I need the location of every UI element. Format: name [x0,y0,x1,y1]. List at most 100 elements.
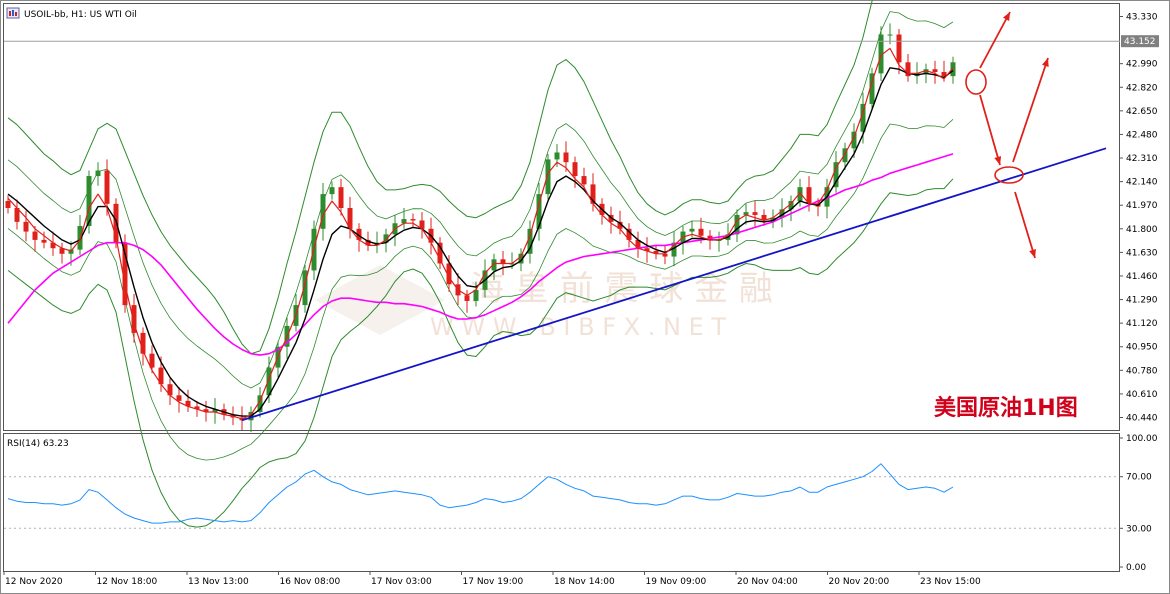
time-tick-label: 19 Nov 09:00 [646,577,707,587]
candle-body [860,103,866,132]
candle-body [266,367,272,396]
candle-body [779,209,785,218]
candle-body [203,409,209,412]
candle-body [338,187,344,208]
candle-body [131,305,137,333]
candle-body [86,176,92,227]
candle-body [68,249,74,254]
current-price-label: 43.152 [1124,37,1156,47]
arrow-down-1 [979,94,1001,166]
candle-body [59,248,65,254]
candle-body [689,228,695,232]
candle-body [653,250,659,254]
annotation-circle-top [965,69,987,95]
time-tick-label: 23 Nov 15:00 [920,577,981,587]
candle-body [437,242,443,264]
candle-body [95,170,101,177]
candle-body [554,152,560,160]
candle-body [500,259,506,264]
candle-body [635,239,641,249]
candle-body [770,217,776,221]
candle-body [878,34,884,74]
candle-body [401,219,407,224]
candle-body [581,176,587,185]
watermark-logo-shape [315,265,445,335]
candle-body [140,332,146,354]
price-tick-label: 41.800 [1126,225,1158,235]
rsi-line [7,463,954,524]
candle-body [797,187,803,202]
bollinger-inner-lower [7,119,954,461]
candle-body [302,270,308,306]
candle-body [734,214,740,235]
price-tick-label: 42.140 [1126,178,1158,188]
bollinger-inner-upper [7,11,954,389]
chart-annotation-label: 美国原油1H图 [934,395,1078,421]
price-tick-label: 41.970 [1126,201,1158,211]
rsi-tick-label: 70.00 [1126,473,1152,483]
candle-body [518,253,524,264]
rsi-tick-label: 100.00 [1126,434,1158,444]
price-tick-label: 41.120 [1126,319,1158,329]
candle-body [158,367,164,385]
candle-body [896,34,902,63]
price-tick-label: 40.610 [1126,390,1158,400]
ma-red-line [7,47,954,420]
arrow-up-2-head [1042,58,1049,67]
moving-averages [7,47,954,420]
candle-body [590,184,596,204]
candle-body [671,242,677,257]
rsi-axis: 100.00 70.00 30.00 0.00 [1119,434,1158,573]
candle-body [446,263,452,285]
candle-body [113,203,119,243]
candle-body [347,207,353,229]
candle-body [563,152,569,163]
candle-body [41,239,47,243]
candle-body [941,71,947,77]
time-tick-label: 13 Nov 13:00 [188,577,249,587]
candle-body [257,395,263,412]
candle-body [23,221,29,232]
candle-body [698,228,704,236]
ma-magenta-line [7,153,954,356]
price-pane-frame [3,3,1120,431]
candlesticks [5,23,956,433]
time-tick-label: 12 Nov 18:00 [97,577,158,587]
trendline [241,147,1107,422]
support-trendline [241,147,1107,422]
candle-body [194,406,200,410]
candle-body [176,395,182,401]
candle-body [752,212,758,215]
price-tick-label: 42.650 [1126,107,1158,117]
candle-body [833,162,839,188]
watermark-url-text: W W W . B I B F X . N E T [430,313,726,341]
candle-body [923,69,929,74]
arrow-up-1 [979,11,1011,69]
candle-body [383,234,389,243]
candle-body [419,220,425,229]
candle-body [662,253,668,257]
candle-body [761,214,767,221]
price-tick-label: 41.630 [1126,248,1158,258]
candle-body [527,228,533,254]
candle-body [851,131,857,149]
arrow-down-2-head [1029,249,1036,258]
candle-body [806,187,812,204]
rsi-tick-label: 30.00 [1126,524,1152,534]
bollinger-lower [7,178,954,528]
rsi-pane-frame [3,433,1120,572]
annotation-circle-bottom [994,166,1024,184]
arrow-up-1-head [1002,12,1010,21]
candle-body [545,159,551,195]
candle-body [5,201,11,208]
price-tick-label: 40.780 [1126,366,1158,376]
candle-body [464,295,470,301]
price-tick-label: 41.460 [1126,272,1158,282]
time-tick-label: 12 Nov 2020 [5,577,63,587]
time-tick-label: 16 Nov 08:00 [280,577,341,587]
current-price-box [1121,35,1159,48]
arrow-down-1-head [994,156,1002,165]
candle-body [212,409,218,412]
candle-body [185,400,191,407]
candle-body [842,148,848,163]
